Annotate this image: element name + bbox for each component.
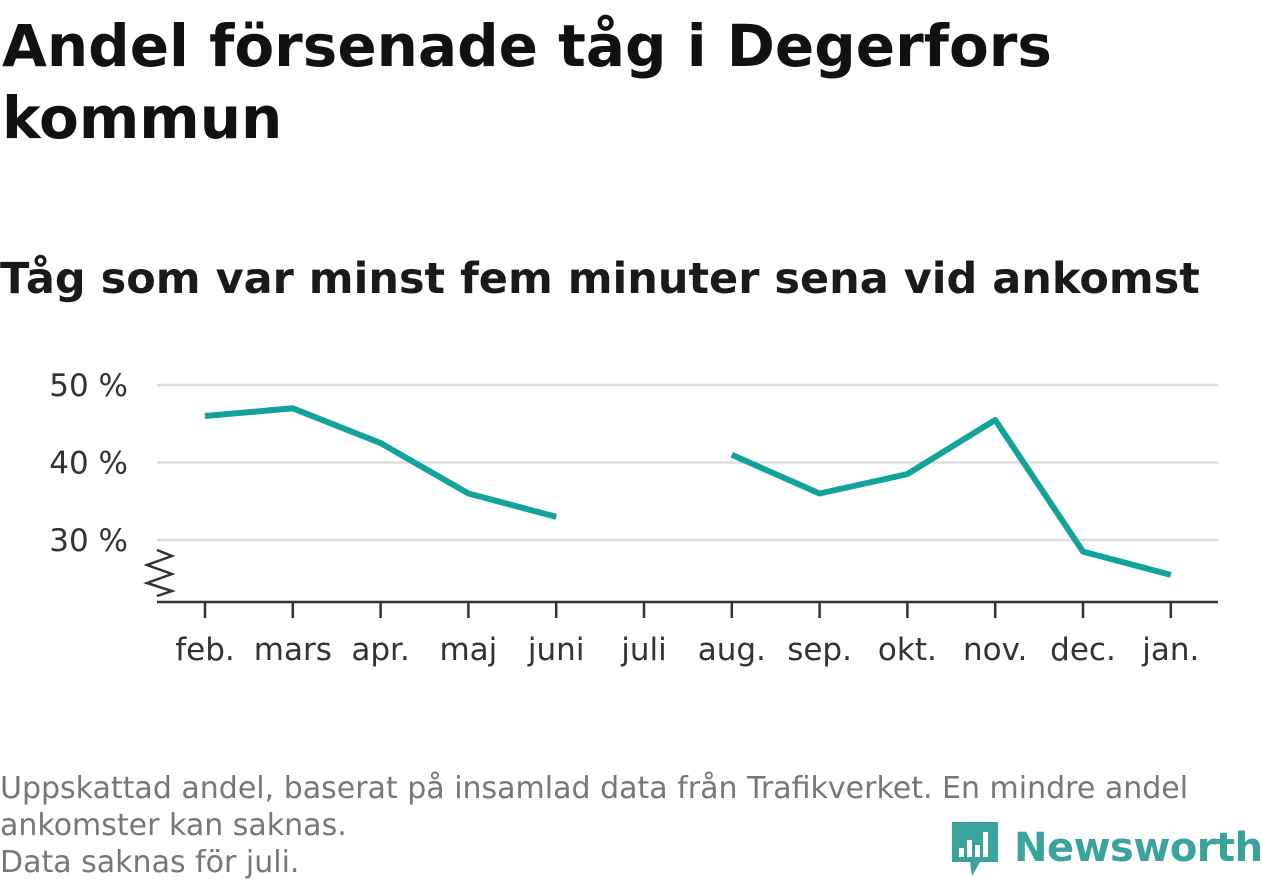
x-tick-label: aug. [698, 632, 766, 668]
x-tick-label: mars [254, 632, 332, 668]
y-tick-labels: 30 % 40 % 50 % [49, 368, 128, 559]
newsworthy-logo: Newsworthy [950, 818, 1262, 878]
series-line-segment-2 [730, 416, 1172, 578]
series-line [204, 405, 1172, 578]
y-tick-label: 40 % [49, 446, 128, 482]
x-ticks: feb. mars apr. maj juni juli aug. sep. okt. nov. d… [175, 603, 1199, 668]
x-tick-label: dec. [1050, 632, 1116, 668]
x-tick-label: apr. [351, 632, 409, 668]
footnote-line-1: Uppskattad andel, baserat på insamlad da… [0, 771, 1189, 806]
newsworthy-logo-text: Newsworthy [1014, 825, 1262, 871]
y-tick-label: 50 % [49, 368, 128, 404]
chart-title: Andel försenade tåg i Degerfors kommun [2, 12, 1052, 152]
footnote-line-3: Data saknas för juli. [0, 845, 300, 880]
x-tick-label: nov. [963, 632, 1027, 668]
y-axis-break-mark [143, 548, 177, 598]
x-tick-label: sep. [787, 632, 852, 668]
chart-subtitle: Tåg som var minst fem minuter sena vid a… [0, 254, 1200, 304]
y-tick-label: 30 % [49, 523, 128, 559]
grid-lines [157, 383, 1218, 542]
x-tick-label: okt. [878, 632, 937, 668]
newsworthy-logo-icon [952, 822, 998, 876]
line-chart: 30 % 40 % 50 % feb. mars apr. maj juni juli aug.… [49, 368, 1218, 668]
series-line-segment-1 [204, 405, 557, 520]
x-tick-label: jan. [1141, 632, 1199, 668]
footnote-line-2: ankomster kan saknas. [0, 808, 347, 843]
x-tick-label: maj [439, 632, 497, 668]
x-tick-label: feb. [175, 632, 235, 668]
x-tick-label: juni [527, 632, 585, 668]
footnote: Uppskattad andel, baserat på insamlad da… [0, 770, 1250, 881]
x-tick-label: juli [620, 632, 667, 668]
